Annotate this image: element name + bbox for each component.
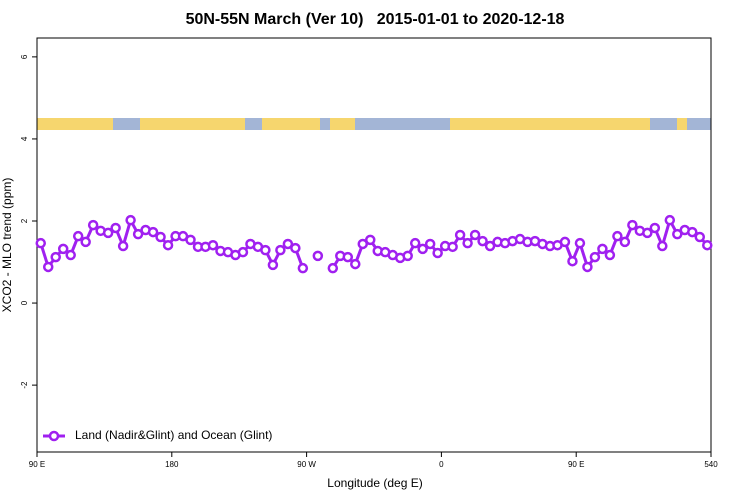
data-point — [282, 238, 294, 250]
data-point — [342, 251, 354, 263]
data-point — [185, 234, 196, 246]
data-point — [402, 250, 413, 262]
x-tick-label: 540 — [704, 460, 718, 469]
land-band — [677, 118, 687, 130]
data-point — [237, 246, 249, 258]
data-point — [702, 239, 713, 251]
data-point — [357, 238, 369, 250]
data-point — [35, 237, 46, 249]
data-point — [469, 229, 481, 241]
data-point — [417, 243, 428, 255]
y-tick-label: 6 — [20, 54, 29, 59]
data-point — [365, 234, 376, 246]
data-point — [687, 226, 698, 238]
data-point — [42, 261, 54, 273]
data-point — [462, 237, 473, 249]
data-point — [694, 231, 706, 243]
chart-title: 50N-55N March (Ver 10) 2015-01-01 to 202… — [186, 11, 565, 28]
data-point — [87, 219, 99, 231]
data-point — [597, 243, 608, 255]
data-point — [57, 243, 69, 255]
x-tick-label: 0 — [439, 460, 444, 469]
data-point — [567, 255, 578, 267]
land-band — [37, 118, 113, 130]
legend-label: Land (Nadir&Glint) and Ocean (Glint) — [75, 428, 272, 442]
x-tick-label: 90 E — [29, 460, 45, 469]
data-point — [275, 244, 286, 256]
data-point — [65, 249, 76, 261]
data-point — [102, 227, 114, 239]
data-point — [642, 227, 653, 239]
data-point — [80, 236, 91, 248]
data-point — [207, 239, 219, 251]
data-point — [672, 228, 683, 240]
data-point — [604, 249, 616, 261]
data-point — [447, 241, 458, 253]
data-point — [260, 244, 271, 256]
data-point — [649, 222, 661, 234]
legend-marker — [48, 430, 60, 442]
data-point — [409, 237, 421, 249]
data-point — [454, 229, 466, 241]
data-point — [432, 247, 443, 259]
data-point — [125, 214, 136, 226]
data-point — [484, 240, 496, 252]
data-point — [117, 240, 129, 252]
data-point — [424, 238, 436, 250]
data-point — [327, 262, 339, 274]
y-tick-label: 0 — [20, 300, 29, 305]
data-point — [612, 230, 623, 242]
data-point — [110, 222, 121, 234]
data-point — [267, 259, 279, 271]
data-point — [477, 235, 488, 247]
land-band — [140, 118, 245, 130]
data-point — [312, 250, 324, 262]
data-point — [589, 251, 601, 263]
data-point — [582, 261, 593, 273]
data-point — [155, 231, 166, 243]
land-band — [262, 118, 320, 130]
y-tick-label: 2 — [20, 218, 29, 223]
data-point — [619, 236, 631, 248]
y-tick-label: 4 — [20, 136, 29, 141]
y-axis-label: XCO2 - MLO trend (ppm) — [0, 178, 14, 313]
y-tick-label: -2 — [20, 381, 29, 389]
data-point — [350, 258, 361, 270]
data-point — [147, 226, 159, 238]
data-point — [162, 239, 174, 251]
data-point — [50, 251, 61, 263]
data-point — [290, 242, 301, 254]
data-point — [574, 237, 586, 249]
land-band — [450, 118, 650, 130]
data-point — [657, 240, 668, 252]
data-point — [627, 219, 638, 231]
land-ocean-band — [37, 118, 711, 130]
x-tick-label: 90 W — [297, 460, 316, 469]
x-tick-label: 90 E — [568, 460, 584, 469]
data-point — [132, 228, 144, 240]
data-point — [664, 214, 676, 226]
land-band — [330, 118, 355, 130]
data-point — [559, 236, 571, 248]
x-tick-label: 180 — [165, 460, 179, 469]
data-point — [297, 262, 309, 274]
x-axis-label: Longitude (deg E) — [327, 476, 422, 490]
data-point — [72, 230, 84, 242]
